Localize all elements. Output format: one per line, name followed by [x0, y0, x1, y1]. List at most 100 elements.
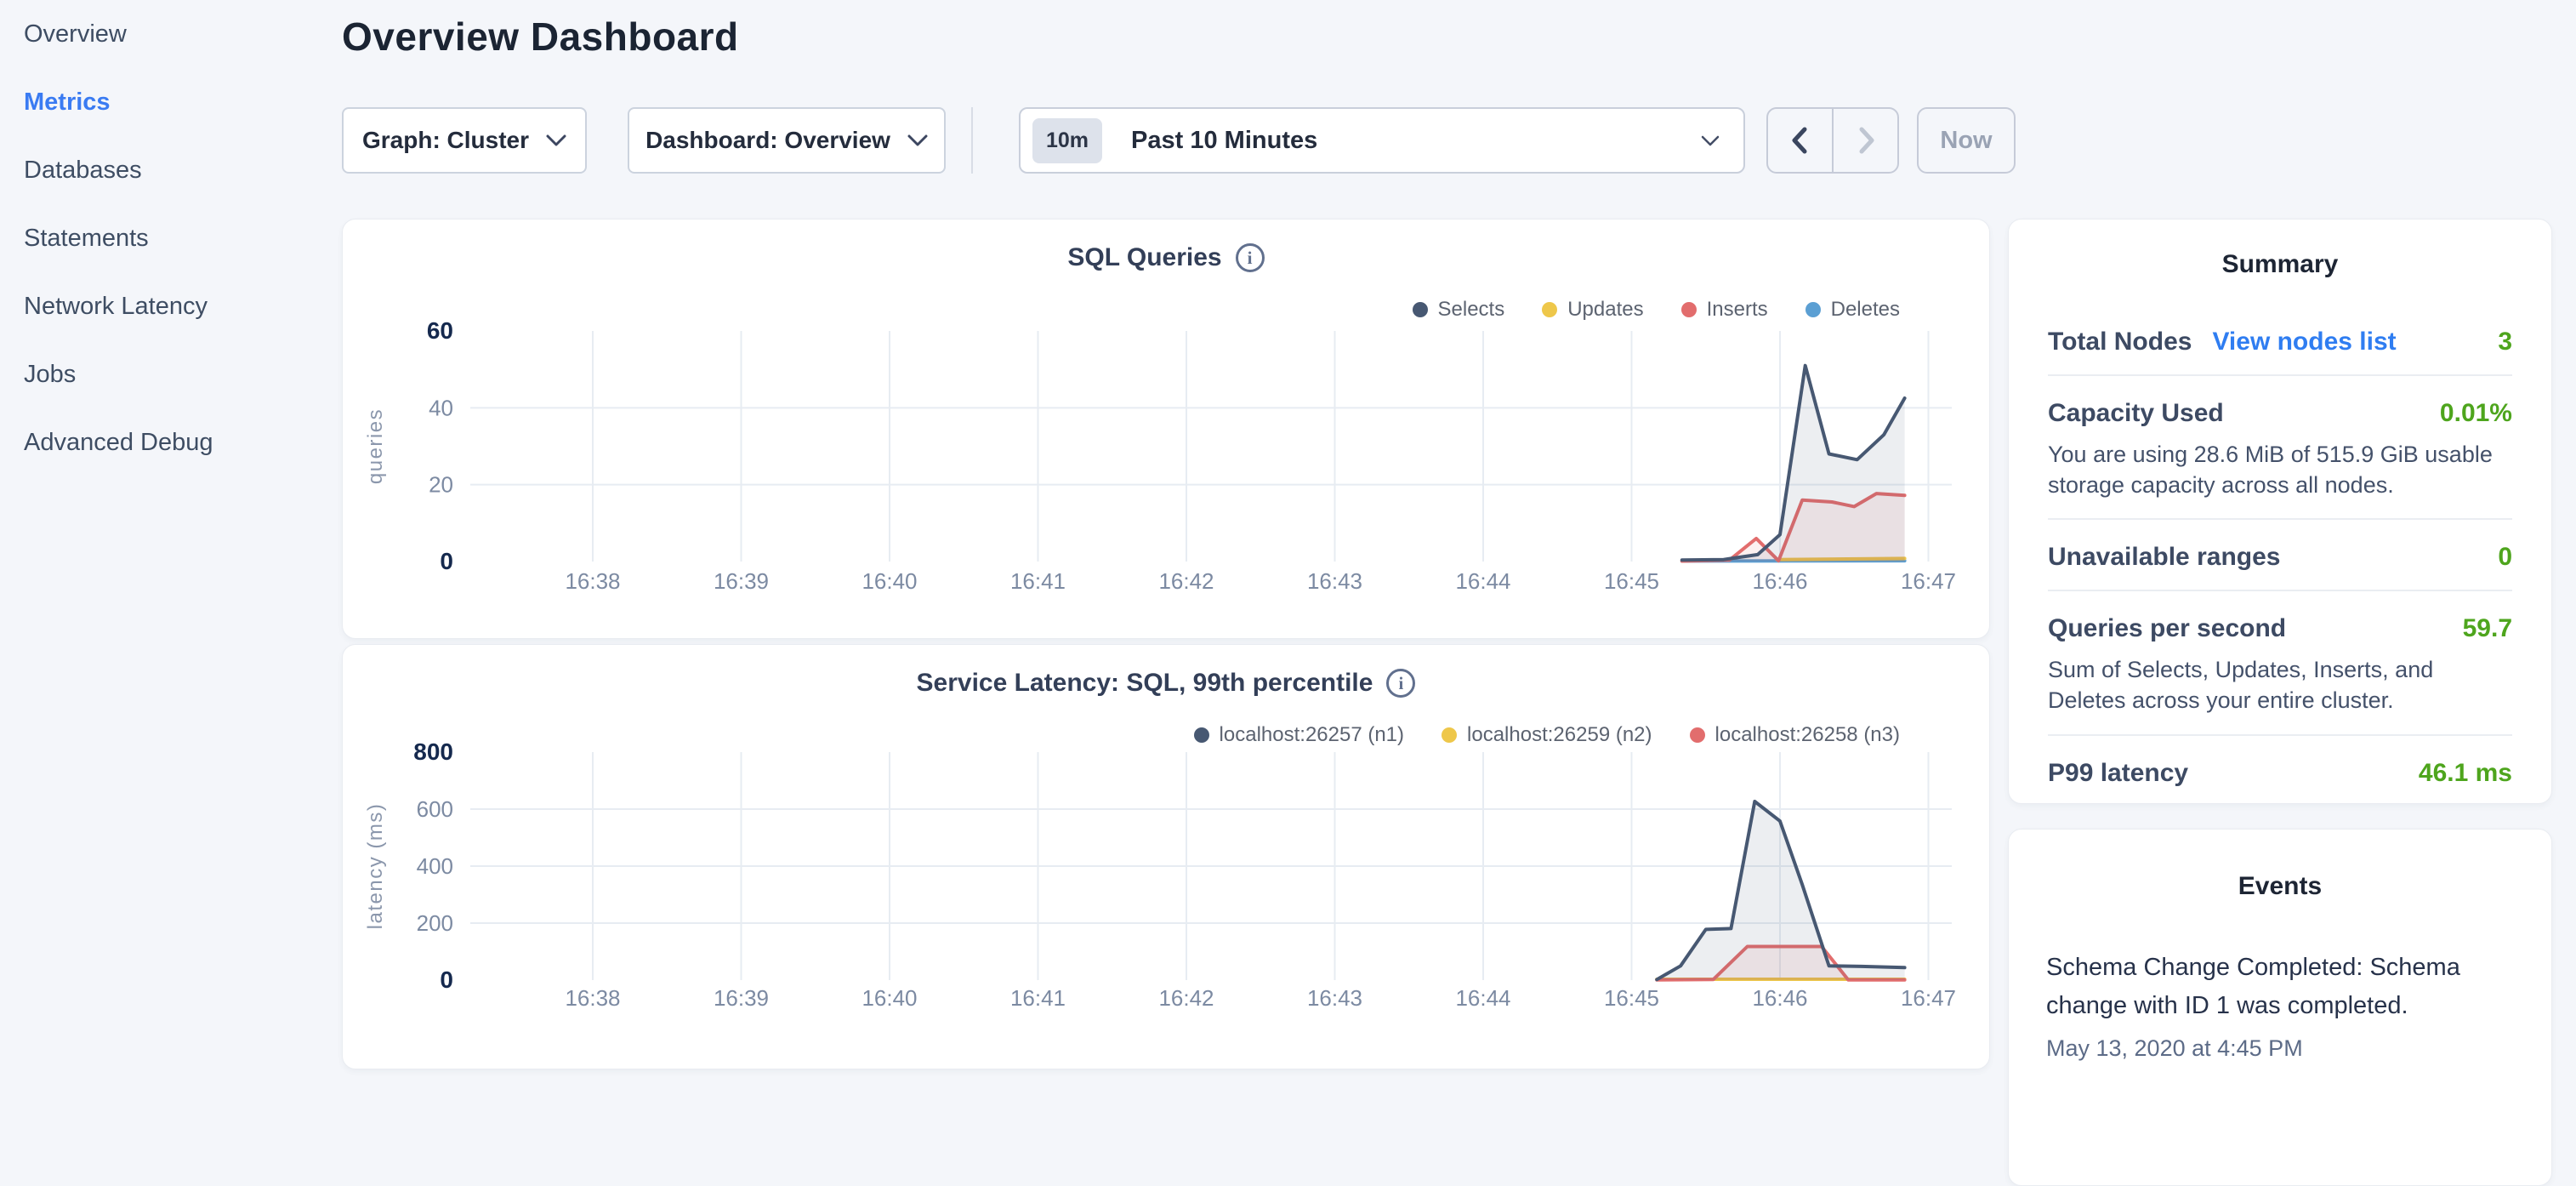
divider	[971, 107, 973, 174]
time-pager	[1766, 107, 1899, 174]
x-tick-label: 16:41	[1010, 985, 1066, 1011]
metric-label: P99 latency	[2048, 759, 2188, 788]
legend-dot-icon	[1413, 302, 1428, 317]
legend-item[interactable]: Updates	[1542, 298, 1643, 322]
summary-panel: Summary Total Nodes View nodes list 3 Ca…	[2008, 219, 2552, 804]
legend-dot-icon	[1542, 302, 1557, 317]
x-tick-label: 16:41	[1010, 568, 1066, 594]
view-nodes-list-link[interactable]: View nodes list	[2212, 328, 2396, 356]
legend-dot-icon	[1442, 727, 1457, 743]
legend-dot-icon	[1194, 727, 1209, 743]
page-title: Overview Dashboard	[342, 14, 739, 60]
metric-value: 0	[2498, 543, 2512, 572]
legend-label: localhost:26258 (n3)	[1715, 723, 1900, 747]
x-tick-label: 16:46	[1752, 985, 1807, 1011]
y-tick-label: 60	[427, 317, 453, 344]
legend-item[interactable]: Selects	[1413, 298, 1505, 322]
event-message[interactable]: Schema Change Completed: Schema change w…	[2046, 949, 2514, 1025]
service-latency-chart-card: Service Latency: SQL, 99th percentile i …	[342, 644, 1990, 1069]
metric-value: 3	[2498, 328, 2512, 356]
x-tick-label: 16:47	[1901, 985, 1956, 1011]
x-tick-label: 16:43	[1307, 985, 1362, 1011]
metric-label: Capacity Used	[2048, 399, 2224, 428]
events-panel: Events Schema Change Completed: Schema c…	[2008, 829, 2552, 1186]
service-latency-plot[interactable]: 16:3816:3916:4016:4116:4216:4316:4416:45…	[343, 747, 1990, 1053]
x-tick-label: 16:38	[565, 985, 620, 1011]
chevron-down-icon	[1701, 135, 1720, 146]
metric-description: You are using 28.6 MiB of 515.9 GiB usab…	[2048, 440, 2512, 500]
time-range-badge: 10m	[1032, 118, 1102, 163]
legend-item[interactable]: localhost:26258 (n3)	[1690, 723, 1900, 747]
x-tick-label: 16:39	[714, 568, 769, 594]
x-tick-label: 16:46	[1752, 568, 1807, 594]
metric-label: Total Nodes	[2048, 328, 2192, 356]
chart-legend: localhost:26257 (n1) localhost:26259 (n2)…	[1194, 723, 1900, 747]
chevron-down-icon	[907, 134, 928, 146]
y-tick-label: 0	[440, 548, 453, 574]
chart-title: SQL Queries i	[343, 243, 1989, 272]
metric-value: 0.01%	[2440, 399, 2512, 428]
x-tick-label: 16:42	[1158, 568, 1214, 594]
metric-label: Unavailable ranges	[2048, 543, 2280, 572]
graph-dropdown[interactable]: Graph: Cluster	[342, 107, 587, 174]
sidebar-item-overview[interactable]: Overview	[0, 0, 342, 68]
sidebar-item-statements[interactable]: Statements	[0, 204, 342, 272]
time-range-selector[interactable]: 10m Past 10 Minutes	[1019, 107, 1745, 174]
x-tick-label: 16:40	[862, 985, 917, 1011]
summary-metric-unavailable-ranges: Unavailable ranges 0	[2048, 520, 2512, 590]
time-range-label: Past 10 Minutes	[1131, 127, 1317, 155]
y-tick-label: 0	[440, 966, 453, 993]
sql-queries-chart-card: SQL Queries i Selects Updates Inserts Delet…	[342, 219, 1990, 639]
chevron-right-icon	[1855, 126, 1877, 155]
sidebar-item-metrics[interactable]: Metrics	[0, 68, 342, 136]
chevron-left-icon	[1789, 126, 1811, 155]
legend-item[interactable]: Inserts	[1681, 298, 1768, 322]
legend-label: localhost:26257 (n1)	[1220, 723, 1404, 747]
sidebar-item-databases[interactable]: Databases	[0, 136, 342, 204]
x-tick-label: 16:44	[1455, 568, 1510, 594]
legend-item[interactable]: localhost:26257 (n1)	[1194, 723, 1404, 747]
sidebar-item-advanced-debug[interactable]: Advanced Debug	[0, 408, 342, 476]
chart-legend: Selects Updates Inserts Deletes	[1413, 298, 1901, 322]
x-tick-label: 16:38	[565, 568, 620, 594]
sql-queries-plot[interactable]: 16:3816:3916:4016:4116:4216:4316:4416:45…	[343, 322, 1990, 628]
y-tick-label: 400	[417, 853, 453, 879]
y-tick-label: 200	[417, 910, 453, 936]
metric-label: Queries per second	[2048, 614, 2286, 643]
legend-dot-icon	[1805, 302, 1821, 317]
summary-metric-capacity-used: Capacity Used 0.01% You are using 28.6 M…	[2048, 376, 2512, 518]
x-tick-label: 16:40	[862, 568, 917, 594]
x-tick-label: 16:47	[1901, 568, 1956, 594]
event-timestamp: May 13, 2020 at 4:45 PM	[2046, 1035, 2514, 1062]
x-tick-label: 16:45	[1604, 568, 1659, 594]
metric-description: Sum of Selects, Updates, Inserts, and De…	[2048, 655, 2512, 716]
summary-metric-total-nodes: Total Nodes View nodes list 3	[2048, 305, 2512, 374]
events-title: Events	[2046, 872, 2514, 901]
chevron-down-icon	[546, 134, 566, 146]
chart-title-text: SQL Queries	[1067, 243, 1221, 272]
metric-value: 59.7	[2463, 614, 2512, 643]
legend-item[interactable]: Deletes	[1805, 298, 1900, 322]
dashboard-dropdown[interactable]: Dashboard: Overview	[628, 107, 946, 174]
x-tick-label: 16:39	[714, 985, 769, 1011]
legend-label: Updates	[1567, 298, 1643, 322]
legend-label: Inserts	[1707, 298, 1768, 322]
now-button[interactable]: Now	[1917, 107, 2016, 174]
controls-bar: Graph: Cluster Dashboard: Overview 10m P…	[342, 107, 2016, 174]
info-icon[interactable]: i	[1386, 669, 1415, 698]
time-forward-button[interactable]	[1832, 109, 1897, 172]
legend-item[interactable]: localhost:26259 (n2)	[1442, 723, 1652, 747]
info-icon[interactable]: i	[1236, 243, 1265, 272]
legend-label: Selects	[1438, 298, 1505, 322]
series-area	[1682, 366, 1905, 562]
metric-value: 46.1 ms	[2419, 759, 2512, 788]
chart-title-text: Service Latency: SQL, 99th percentile	[917, 669, 1373, 698]
y-tick-label: 600	[417, 796, 453, 822]
time-backward-button[interactable]	[1768, 109, 1832, 172]
y-tick-label: 800	[413, 738, 453, 765]
x-tick-label: 16:45	[1604, 985, 1659, 1011]
sidebar-item-network-latency[interactable]: Network Latency	[0, 272, 342, 340]
y-axis-title: latency (ms)	[364, 803, 387, 930]
sidebar-item-jobs[interactable]: Jobs	[0, 340, 342, 408]
x-tick-label: 16:44	[1455, 985, 1510, 1011]
